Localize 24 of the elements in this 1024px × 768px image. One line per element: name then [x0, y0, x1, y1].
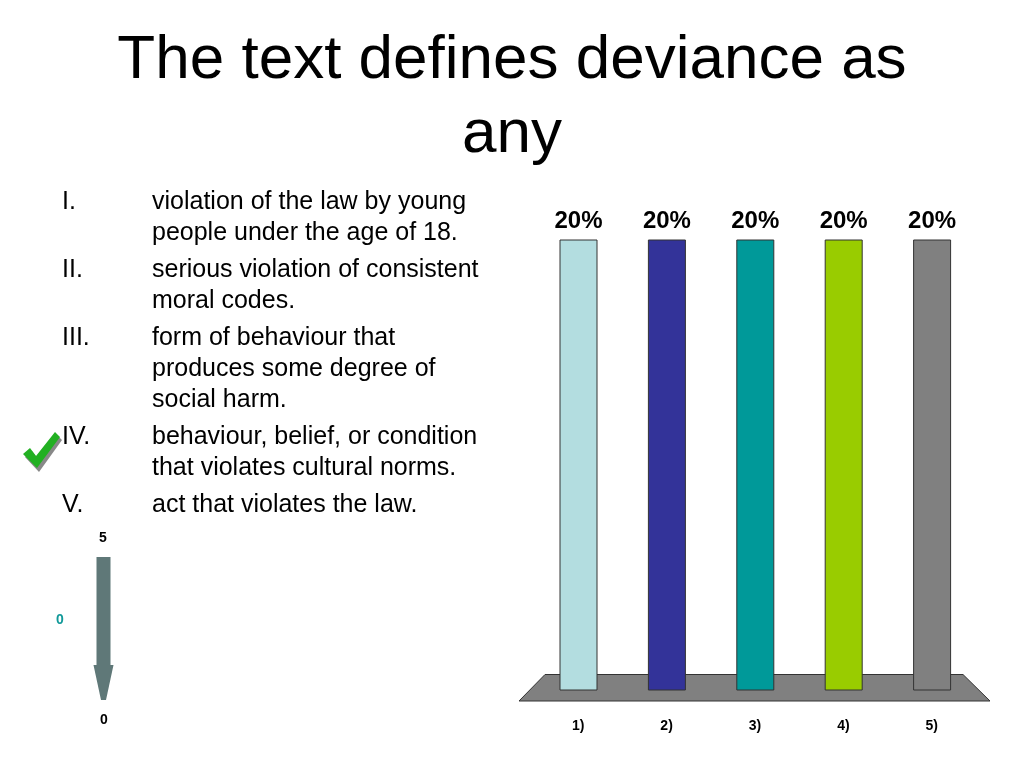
text: 0 [99, 711, 109, 727]
text: IV. [62, 420, 92, 451]
x-tick-label: 4) [837, 716, 850, 733]
text: 0 [55, 611, 65, 627]
chart-title: The text defines deviance as any [116, 21, 908, 167]
data-label: 20% [554, 206, 603, 233]
text: III. [62, 321, 91, 352]
text: II. [62, 253, 84, 284]
text: serious violation of consistent moral codes. [152, 253, 480, 315]
x-tick-label: 2) [660, 716, 673, 733]
data-label: 20% [819, 206, 868, 233]
x-tick-label: 5) [925, 716, 939, 733]
text: act that violates the law. [152, 488, 419, 519]
data-label: 20% [908, 206, 957, 233]
text: V. [62, 488, 85, 519]
x-tick-label: 1) [571, 716, 585, 733]
text: violation of the law by young people under the age of 18. [152, 185, 468, 247]
text: behaviour, belief, or condition that violates cultural norms. [152, 420, 479, 482]
data-label: 20% [731, 206, 780, 233]
data-label: 20% [642, 206, 691, 233]
text: I. [62, 185, 77, 216]
text: 5 [98, 529, 108, 545]
text: form of behaviour that produces some degree of social harm. [152, 321, 437, 414]
x-tick-label: 3) [748, 716, 762, 733]
